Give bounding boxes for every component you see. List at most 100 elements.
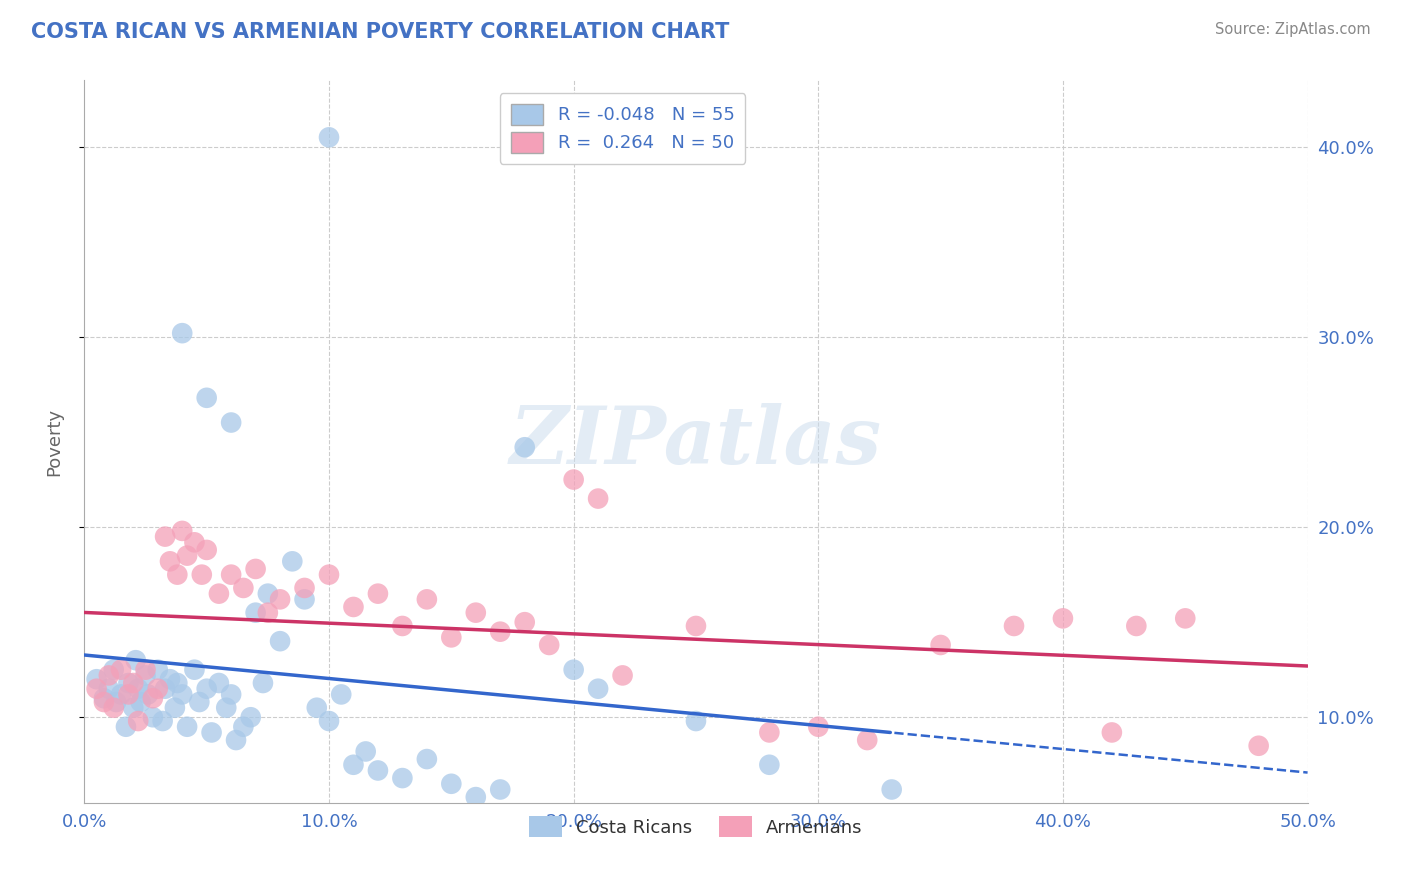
Point — [195, 542, 218, 557]
Text: ZIPatlas: ZIPatlas — [510, 403, 882, 480]
Point — [562, 663, 585, 677]
Point — [219, 416, 242, 430]
Point — [127, 714, 149, 728]
Point — [538, 638, 561, 652]
Point — [758, 725, 780, 739]
Point — [513, 440, 536, 454]
Point — [146, 681, 169, 696]
Y-axis label: Poverty: Poverty — [45, 408, 63, 475]
Point — [281, 554, 304, 568]
Point — [562, 473, 585, 487]
Point — [294, 581, 316, 595]
Point — [159, 554, 181, 568]
Text: Source: ZipAtlas.com: Source: ZipAtlas.com — [1215, 22, 1371, 37]
Point — [586, 681, 609, 696]
Point — [305, 700, 328, 714]
Point — [125, 653, 148, 667]
Point — [93, 695, 115, 709]
Point — [318, 567, 340, 582]
Point — [1101, 725, 1123, 739]
Point — [367, 764, 389, 778]
Point — [122, 676, 145, 690]
Point — [195, 391, 218, 405]
Point — [416, 752, 439, 766]
Point — [232, 720, 254, 734]
Point — [103, 663, 125, 677]
Point — [232, 581, 254, 595]
Point — [117, 687, 139, 701]
Point — [219, 567, 242, 582]
Point — [685, 619, 707, 633]
Point — [97, 681, 120, 696]
Point — [176, 549, 198, 563]
Point — [489, 624, 512, 639]
Point — [103, 700, 125, 714]
Point — [252, 676, 274, 690]
Point — [269, 592, 291, 607]
Point — [195, 681, 218, 696]
Point — [93, 691, 115, 706]
Point — [318, 714, 340, 728]
Point — [464, 790, 486, 805]
Point — [342, 757, 364, 772]
Point — [342, 599, 364, 614]
Point — [166, 567, 188, 582]
Point — [159, 672, 181, 686]
Point — [110, 663, 132, 677]
Point — [86, 681, 108, 696]
Point — [239, 710, 262, 724]
Point — [1174, 611, 1197, 625]
Point — [122, 700, 145, 714]
Point — [1052, 611, 1074, 625]
Legend: Costa Ricans, Armenians: Costa Ricans, Armenians — [522, 809, 870, 845]
Point — [188, 695, 211, 709]
Point — [117, 676, 139, 690]
Point — [440, 777, 463, 791]
Point — [513, 615, 536, 630]
Point — [110, 687, 132, 701]
Point — [135, 668, 157, 682]
Point — [86, 672, 108, 686]
Point — [225, 733, 247, 747]
Point — [294, 592, 316, 607]
Point — [172, 687, 194, 701]
Point — [1247, 739, 1270, 753]
Point — [807, 720, 830, 734]
Point — [153, 681, 176, 696]
Point — [257, 606, 280, 620]
Point — [153, 530, 176, 544]
Point — [245, 606, 267, 620]
Point — [97, 668, 120, 682]
Point — [489, 782, 512, 797]
Point — [416, 592, 439, 607]
Point — [142, 691, 165, 706]
Point — [129, 695, 152, 709]
Point — [856, 733, 879, 747]
Point — [215, 700, 238, 714]
Point — [440, 631, 463, 645]
Point — [929, 638, 952, 652]
Point — [318, 130, 340, 145]
Point — [135, 663, 157, 677]
Point — [146, 663, 169, 677]
Point — [191, 567, 214, 582]
Point — [208, 676, 231, 690]
Point — [142, 710, 165, 724]
Point — [163, 700, 186, 714]
Point — [245, 562, 267, 576]
Point — [183, 535, 205, 549]
Point — [166, 676, 188, 690]
Point — [880, 782, 903, 797]
Point — [219, 687, 242, 701]
Point — [391, 619, 413, 633]
Point — [105, 695, 128, 709]
Point — [115, 720, 138, 734]
Text: COSTA RICAN VS ARMENIAN POVERTY CORRELATION CHART: COSTA RICAN VS ARMENIAN POVERTY CORRELAT… — [31, 22, 730, 42]
Point — [172, 326, 194, 340]
Point — [354, 744, 377, 758]
Point — [758, 757, 780, 772]
Point — [208, 587, 231, 601]
Point — [330, 687, 353, 701]
Point — [1002, 619, 1025, 633]
Point — [685, 714, 707, 728]
